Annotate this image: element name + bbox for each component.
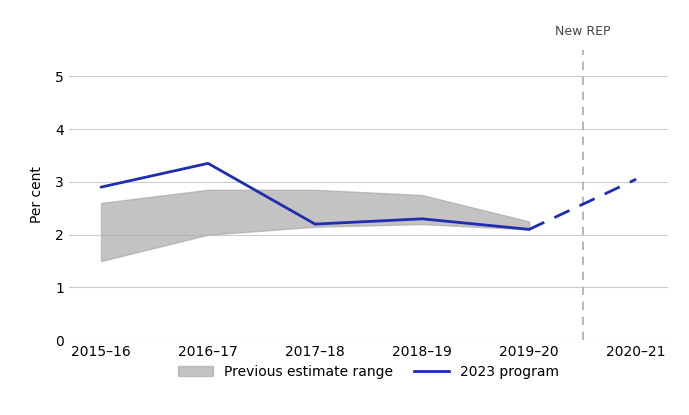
Y-axis label: Per cent: Per cent [30,166,44,224]
Text: New REP: New REP [555,25,610,38]
Legend: Previous estimate range, 2023 program: Previous estimate range, 2023 program [172,358,566,386]
